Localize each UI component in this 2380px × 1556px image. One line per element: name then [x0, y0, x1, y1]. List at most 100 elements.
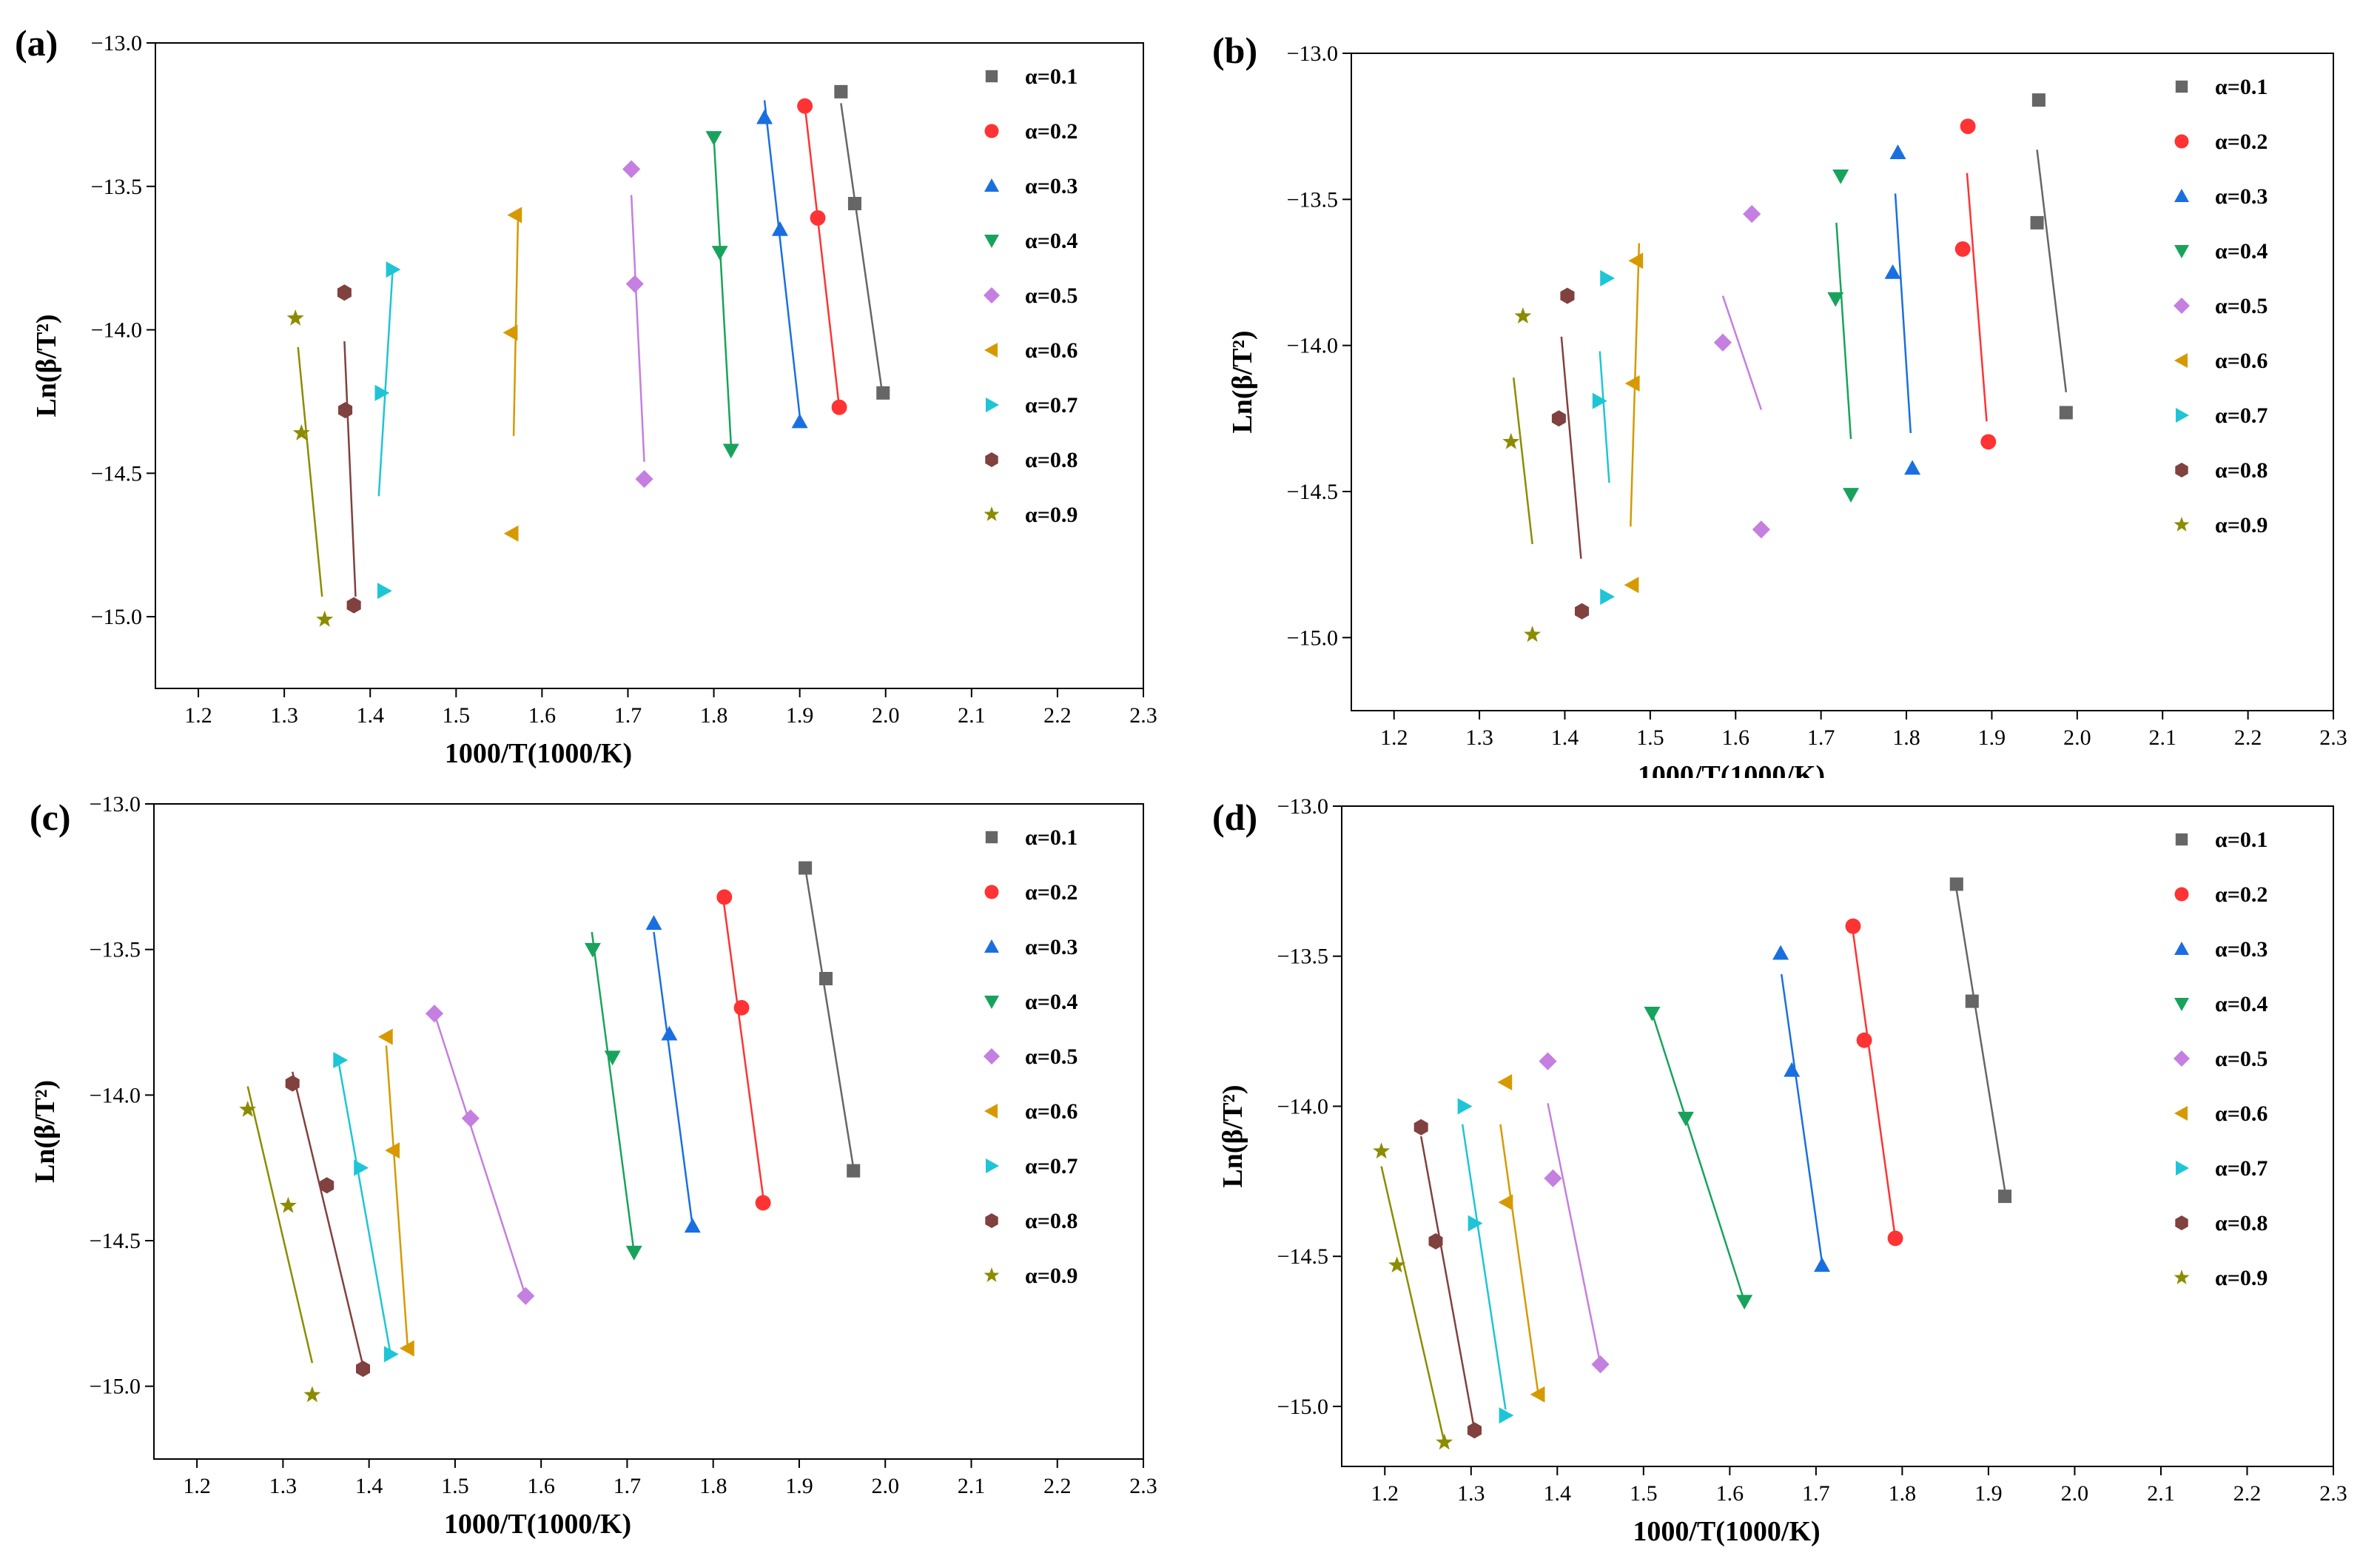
data-point	[303, 1386, 321, 1403]
data-point	[1677, 1111, 1694, 1127]
fit-line	[1380, 1166, 1445, 1443]
data-point	[1949, 877, 1963, 891]
data-point	[1736, 1295, 1753, 1309]
fit-line	[1560, 336, 1582, 559]
y-tick-label: −14.5	[1287, 480, 1338, 504]
x-tick-label: 1.9	[1974, 1481, 2003, 1506]
fit-line	[336, 1054, 391, 1355]
x-axis-label: 1000/T(1000/K)	[1638, 760, 1825, 778]
series-α=0.4	[1827, 169, 1860, 503]
x-tick-label: 1.7	[614, 1474, 642, 1498]
data-point	[1644, 1006, 1661, 1022]
y-axis-label: Ln(β/T²)	[31, 314, 62, 417]
series-α=0.6	[1624, 243, 1644, 594]
data-point	[661, 1025, 678, 1041]
data-point	[1960, 118, 1976, 135]
data-point	[755, 1195, 771, 1211]
data-point	[346, 597, 361, 614]
data-point	[374, 384, 390, 401]
data-point	[1499, 1407, 1514, 1424]
data-point	[847, 1164, 861, 1178]
data-point	[1845, 918, 1861, 934]
y-tick-label: −15.0	[1277, 1395, 1328, 1419]
legend-label: α=0.4	[2215, 239, 2268, 264]
legend-label: α=0.9	[2215, 1266, 2268, 1290]
data-point	[1530, 1386, 1545, 1403]
legend: α=0.1 α=0.2 α=0.3 α=0.4 α=0.5 α=0.6 α=0.7 α=0.8…	[984, 825, 1078, 1288]
data-point	[797, 98, 813, 114]
legend-label: α=0.1	[2215, 828, 2268, 852]
fit-line	[297, 346, 323, 597]
series-α=0.7	[374, 261, 401, 600]
series-α=0.2	[1954, 118, 1997, 450]
legend-label: α=0.6	[2215, 349, 2268, 373]
x-tick-label: 2.0	[871, 1474, 899, 1498]
legend-label: α=0.6	[1025, 338, 1078, 363]
series-α=0.1	[1949, 877, 2012, 1204]
data-point	[1591, 1355, 1610, 1374]
y-tick-label: −13.0	[91, 31, 142, 56]
data-point	[286, 309, 304, 326]
data-point	[1889, 144, 1906, 159]
legend-label: α=0.8	[2215, 458, 2268, 483]
legend-marker	[2174, 353, 2188, 368]
fit-line	[840, 103, 884, 399]
legend-marker	[984, 343, 998, 358]
data-point	[716, 889, 733, 905]
legend: α=0.1 α=0.2 α=0.3 α=0.4 α=0.5 α=0.6 α=0.7 α=0.8…	[2174, 828, 2268, 1290]
data-point	[337, 284, 352, 301]
legend-label: α=0.6	[1025, 1099, 1078, 1124]
legend-marker	[2174, 298, 2190, 314]
series-α=0.2	[716, 889, 771, 1211]
series-α=0.6	[502, 207, 522, 542]
legend-label: α=0.1	[2215, 75, 2268, 99]
data-point	[377, 583, 392, 600]
series-α=0.5	[1539, 1052, 1610, 1374]
data-point	[1954, 241, 1971, 257]
legend-label: α=0.5	[2215, 294, 2268, 318]
data-point	[625, 1245, 642, 1261]
plot-frame	[1341, 805, 2334, 1467]
series-α=0.1	[834, 84, 890, 400]
legend-marker	[984, 1267, 1000, 1282]
data-point	[1713, 333, 1732, 352]
fit-line	[291, 1071, 364, 1366]
y-tick-label: −13.0	[1287, 41, 1338, 66]
fit-line	[2036, 150, 2068, 392]
series-α=0.3	[1884, 144, 1921, 475]
data-point	[834, 84, 848, 98]
fit-line	[1499, 1124, 1539, 1395]
data-point	[1856, 1032, 1872, 1048]
legend-marker	[2175, 1215, 2188, 1230]
y-tick-label: −14.5	[1277, 1244, 1328, 1269]
legend-label: α=0.8	[1025, 448, 1078, 472]
legend-label: α=0.5	[1025, 284, 1078, 308]
legend-marker	[2174, 134, 2189, 149]
legend-marker	[2174, 998, 2189, 1011]
data-point	[1743, 204, 1761, 224]
plot-frame	[155, 42, 1144, 689]
fit-line	[722, 893, 765, 1204]
x-tick-label: 2.0	[2061, 1481, 2089, 1506]
data-point	[604, 1050, 621, 1066]
series-α=0.4	[1644, 1006, 1753, 1309]
y-tick-label: −13.5	[90, 938, 141, 962]
fit-line	[713, 137, 733, 445]
data-point	[771, 221, 788, 236]
legend-marker	[2175, 463, 2188, 477]
chart-svg: (d) 1.2 1.3 1.4 1.5 1.6 1.7 1.8 1.9 2.0 2.1 2.2 2.3 −…	[1212, 794, 2347, 1547]
y-tick-label: −14.5	[91, 461, 142, 486]
x-tick-label: 2.3	[1129, 703, 1157, 728]
data-point	[1624, 577, 1639, 594]
fit-line	[1721, 295, 1763, 410]
y-tick-label: −14.0	[1277, 1094, 1328, 1119]
series-α=0.1	[799, 861, 861, 1178]
fit-line	[1461, 1124, 1507, 1410]
data-point	[584, 942, 601, 958]
series-α=0.3	[756, 100, 808, 429]
legend-label: α=0.5	[1025, 1044, 1078, 1069]
data-point	[1373, 1142, 1391, 1159]
data-point	[383, 1346, 399, 1363]
fit-line	[630, 195, 645, 462]
